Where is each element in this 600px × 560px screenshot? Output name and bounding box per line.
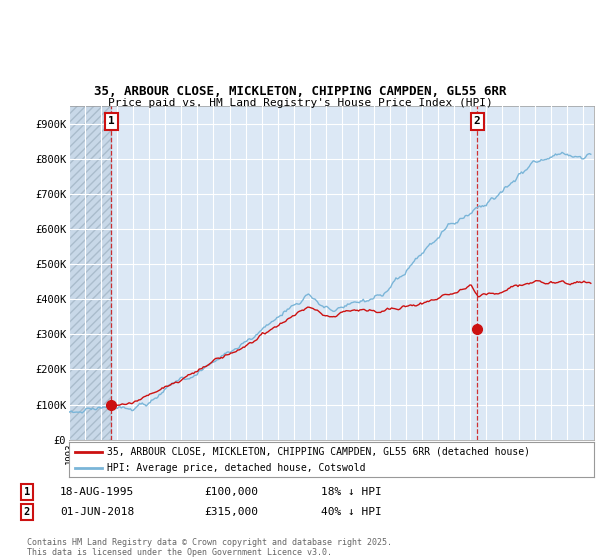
Text: 18-AUG-1995: 18-AUG-1995 — [60, 487, 134, 497]
Text: Price paid vs. HM Land Registry's House Price Index (HPI): Price paid vs. HM Land Registry's House … — [107, 97, 493, 108]
Bar — [69, 106, 111, 440]
Text: Contains HM Land Registry data © Crown copyright and database right 2025.
This d: Contains HM Land Registry data © Crown c… — [27, 538, 392, 557]
Text: 01-JUN-2018: 01-JUN-2018 — [60, 507, 134, 517]
Text: HPI: Average price, detached house, Cotswold: HPI: Average price, detached house, Cots… — [107, 463, 365, 473]
Text: 2: 2 — [24, 507, 30, 517]
Text: 40% ↓ HPI: 40% ↓ HPI — [321, 507, 382, 517]
Text: 35, ARBOUR CLOSE, MICKLETON, CHIPPING CAMPDEN, GL55 6RR (detached house): 35, ARBOUR CLOSE, MICKLETON, CHIPPING CA… — [107, 447, 530, 457]
Text: 1: 1 — [24, 487, 30, 497]
Text: £315,000: £315,000 — [204, 507, 258, 517]
Text: 1: 1 — [108, 116, 115, 127]
Text: 35, ARBOUR CLOSE, MICKLETON, CHIPPING CAMPDEN, GL55 6RR: 35, ARBOUR CLOSE, MICKLETON, CHIPPING CA… — [94, 85, 506, 98]
Text: 18% ↓ HPI: 18% ↓ HPI — [321, 487, 382, 497]
Text: 2: 2 — [474, 116, 481, 127]
Text: £100,000: £100,000 — [204, 487, 258, 497]
Bar — [69, 106, 111, 440]
